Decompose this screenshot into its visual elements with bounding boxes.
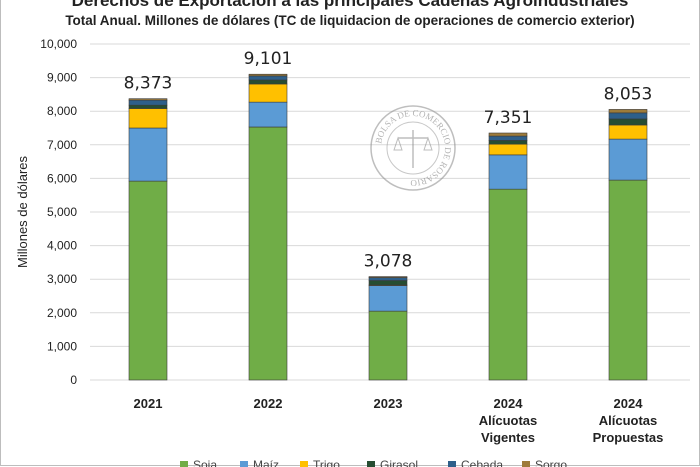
x-tick-label: 2024 (614, 396, 644, 411)
bar-segment-girasol (368, 280, 408, 286)
x-tick-label: Alícuotas (479, 413, 538, 428)
bar-segment-girasol (488, 140, 528, 145)
total-label: 7,351 (484, 108, 533, 128)
y-axis-label: Millones de dólares (15, 156, 30, 269)
y-tick-label: 3,000 (47, 272, 77, 286)
x-tick-label: Alícuotas (599, 413, 658, 428)
x-tick-label: 2024 (494, 396, 524, 411)
bar-segment-sorgo (248, 73, 288, 77)
bar-segment-maíz (488, 154, 528, 190)
bar-segment-girasol (128, 104, 168, 109)
x-tick-label: 2021 (134, 396, 163, 411)
total-label: 8,373 (124, 74, 173, 94)
legend-swatch (240, 461, 248, 467)
bar-segment-sorgo (608, 109, 648, 114)
y-tick-label: 8,000 (47, 104, 77, 118)
x-tick-label: 2022 (254, 396, 283, 411)
x-tick-label: Propuestas (593, 430, 664, 445)
bar-segment-cebada (488, 135, 528, 141)
legend-swatch (180, 461, 188, 467)
bar-segment-trigo (128, 108, 168, 129)
bar-segment-girasol (248, 79, 288, 85)
bar-segment-girasol (608, 118, 648, 126)
y-tick-label: 9,000 (47, 71, 77, 85)
legend-swatch (522, 461, 530, 467)
bar-segment-cebada (128, 99, 168, 106)
y-tick-label: 0 (70, 373, 77, 387)
bar-segment-soja (128, 180, 168, 381)
y-tick-label: 10,000 (40, 37, 77, 51)
legend-label: Girasol (380, 458, 418, 467)
chart-title: Derechos de Exportación a las principale… (71, 0, 629, 10)
bar-segment-sorgo (128, 98, 168, 101)
bar-segment-maíz (608, 138, 648, 181)
bar-segment-maíz (248, 101, 288, 128)
total-label: 3,078 (364, 252, 413, 272)
legend-label: Cebada (461, 458, 503, 467)
bar-segment-maíz (368, 285, 408, 312)
legend-swatch (300, 461, 308, 467)
bar-segment-trigo (488, 143, 528, 156)
bar-segment-cebada (368, 277, 408, 281)
x-tick-label: Vigentes (481, 430, 535, 445)
legend-label: Sorgo (535, 458, 567, 467)
chart-subtitle: Total Anual. Millones de dólares (TC de … (65, 13, 635, 28)
bar-segment-cebada (248, 75, 288, 81)
bar-segment-soja (608, 179, 648, 381)
y-tick-label: 7,000 (47, 138, 77, 152)
bar-segment-soja (488, 188, 528, 381)
legend-swatch (367, 461, 375, 467)
bar-segment-trigo (608, 124, 648, 140)
y-tick-label: 2,000 (47, 306, 77, 320)
legend-label: Maíz (253, 458, 279, 467)
y-tick-label: 4,000 (47, 239, 77, 253)
bar-segment-maíz (128, 127, 168, 182)
total-label: 9,101 (244, 49, 293, 69)
bolsa-comercio-rosario-seal: BOLSA DE COMERCIO DE ROSARIO (370, 105, 456, 191)
x-tick-label: 2023 (374, 396, 403, 411)
bar-segment-cebada (608, 112, 648, 120)
bar-segment-sorgo (488, 132, 528, 137)
legend-swatch (448, 461, 456, 467)
bar-segment-soja (248, 126, 288, 381)
total-label: 8,053 (604, 84, 653, 104)
y-tick-label: 5,000 (47, 205, 77, 219)
legend-label: Trigo (313, 458, 340, 467)
bar-segment-trigo (248, 83, 288, 103)
y-tick-label: 1,000 (47, 339, 77, 353)
legend-label: Soja (193, 458, 217, 467)
bar-segment-sorgo (368, 276, 408, 278)
bar-segment-soja (368, 310, 408, 381)
y-tick-label: 6,000 (47, 171, 77, 185)
